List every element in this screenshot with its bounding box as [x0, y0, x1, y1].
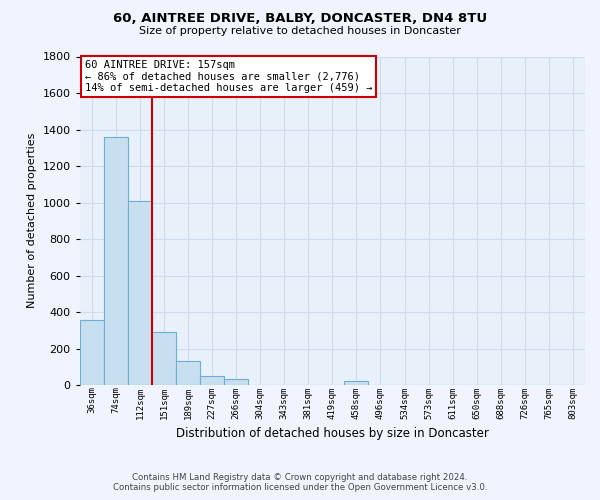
Bar [152, 332, 176, 385]
Text: Contains HM Land Registry data © Crown copyright and database right 2024.
Contai: Contains HM Land Registry data © Crown c… [113, 473, 487, 492]
Text: 60 AINTREE DRIVE: 157sqm
← 86% of detached houses are smaller (2,776)
14% of sem: 60 AINTREE DRIVE: 157sqm ← 86% of detach… [85, 60, 372, 93]
Bar [344, 382, 368, 385]
Text: 60, AINTREE DRIVE, BALBY, DONCASTER, DN4 8TU: 60, AINTREE DRIVE, BALBY, DONCASTER, DN4… [113, 12, 487, 26]
Bar [104, 137, 128, 385]
Text: Size of property relative to detached houses in Doncaster: Size of property relative to detached ho… [139, 26, 461, 36]
Bar [176, 362, 200, 385]
Bar [128, 200, 152, 385]
Y-axis label: Number of detached properties: Number of detached properties [27, 133, 37, 308]
Bar [80, 320, 104, 385]
Bar [224, 378, 248, 385]
Bar [200, 376, 224, 385]
X-axis label: Distribution of detached houses by size in Doncaster: Distribution of detached houses by size … [176, 427, 489, 440]
